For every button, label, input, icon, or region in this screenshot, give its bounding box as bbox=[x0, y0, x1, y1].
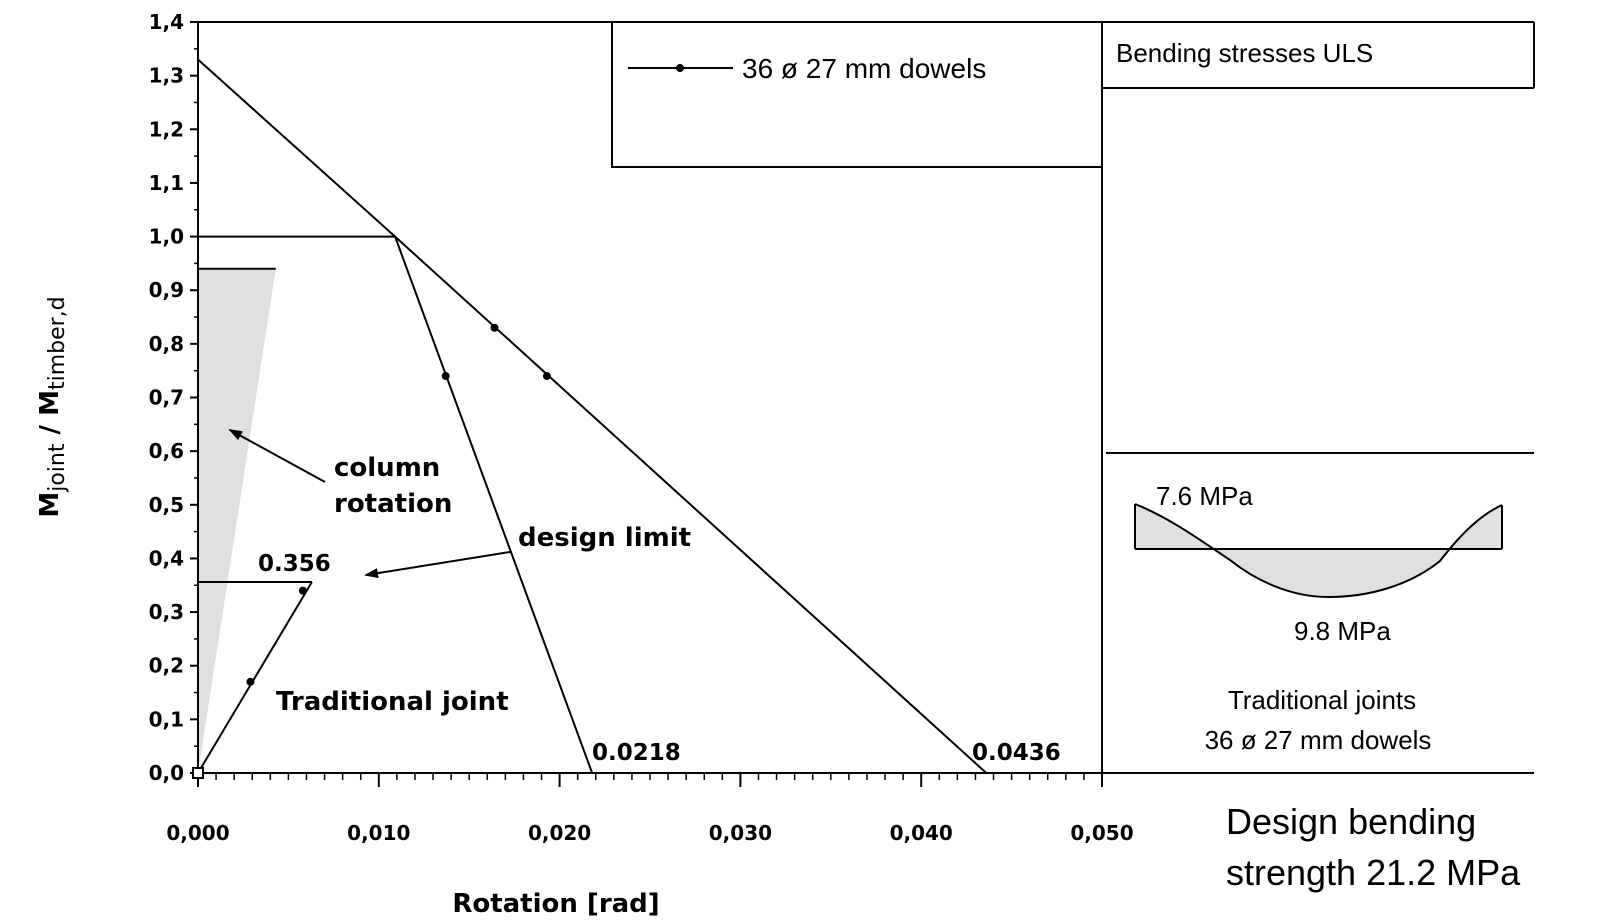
series-line bbox=[394, 236, 594, 774]
side-panel-caption-2: 36 ø 27 mm dowels bbox=[1205, 725, 1432, 755]
note-line-1: Design bending bbox=[1226, 801, 1476, 842]
y-tick-label: 1,0 bbox=[149, 225, 184, 249]
y-tick-label: 0,7 bbox=[149, 386, 184, 410]
y-tick-label: 1,2 bbox=[149, 117, 184, 141]
series-lines bbox=[192, 58, 987, 779]
legend-marker bbox=[676, 64, 684, 72]
x-tick-label: 0,010 bbox=[347, 821, 410, 845]
y-axis-title-sub2: timber,d bbox=[45, 296, 70, 390]
reference-lines bbox=[198, 235, 396, 584]
y-axis-title: Mjoint / Mtimber,d bbox=[35, 296, 70, 517]
legend-label: 36 ø 27 mm dowels bbox=[742, 53, 986, 84]
stress-bottom-label: 9.8 MPa bbox=[1294, 616, 1391, 646]
annotation-design-limit: design limit bbox=[518, 523, 691, 553]
y-tick-label: 0,5 bbox=[149, 493, 184, 517]
side-panel-caption-1: Traditional joints bbox=[1228, 685, 1416, 715]
y-tick-label: 1,3 bbox=[149, 64, 184, 88]
x-tick-label: 0,030 bbox=[709, 821, 772, 845]
series-marker bbox=[490, 323, 499, 332]
series-marker bbox=[542, 372, 551, 381]
side-panel-title: Bending stresses ULS bbox=[1116, 38, 1373, 68]
series-marker bbox=[298, 586, 307, 595]
arrow-design-limit bbox=[364, 551, 511, 579]
x-tick-label: 0,020 bbox=[528, 821, 591, 845]
annotation-00436: 0.0436 bbox=[972, 740, 1061, 766]
y-tick-label: 0,0 bbox=[149, 761, 184, 785]
arrow-column-rotation bbox=[228, 429, 326, 483]
x-axis-ticks: 0,000 0,010 0,020 0,030 0,040 0,050 bbox=[166, 773, 1134, 845]
y-axis-ticks: 0,0 0,1 0,2 0,3 0,4 0,5 0,6 0,7 0,8 0,9 1,0 1,1 1,2 1… bbox=[149, 10, 198, 785]
y-axis-title-mid: / M bbox=[35, 390, 65, 443]
y-tick-label: 0,6 bbox=[149, 439, 184, 463]
note-line-2: strength 21.2 MPa bbox=[1226, 852, 1521, 893]
y-tick-label: 0,2 bbox=[149, 654, 184, 678]
y-tick-label: 0,9 bbox=[149, 278, 184, 302]
series-marker bbox=[441, 372, 450, 381]
stress-diagram-fill bbox=[1135, 504, 1502, 597]
annotation-column: column bbox=[334, 453, 440, 483]
y-tick-label: 1,1 bbox=[149, 171, 184, 195]
stress-diagram-curve bbox=[1134, 503, 1503, 599]
y-tick-label: 0,4 bbox=[149, 546, 184, 570]
annotation-traditional-joint: Traditional joint bbox=[276, 687, 509, 717]
legend-box bbox=[611, 21, 1103, 168]
annotation-00218: 0.0218 bbox=[592, 740, 681, 766]
annotation-0356: 0.356 bbox=[258, 551, 331, 577]
y-tick-label: 0,1 bbox=[149, 707, 184, 731]
y-axis-title-m1: M bbox=[35, 492, 65, 518]
x-tick-label: 0,040 bbox=[890, 821, 953, 845]
series-marker bbox=[246, 677, 255, 686]
origin-marker bbox=[192, 767, 204, 779]
stress-top-label: 7.6 MPa bbox=[1156, 481, 1253, 511]
y-tick-label: 0,8 bbox=[149, 332, 184, 356]
annotation-rotation: rotation bbox=[334, 489, 452, 519]
y-tick-label: 0,3 bbox=[149, 600, 184, 624]
column-rotation-shaded-area bbox=[198, 268, 276, 773]
x-tick-label: 0,050 bbox=[1070, 821, 1133, 845]
y-axis-title-sub1: joint bbox=[45, 443, 70, 493]
x-axis-title: Rotation [rad] bbox=[452, 889, 659, 919]
side-panel: Bending stresses ULS 7.6 MPa 9.8 MPa Tra… bbox=[1102, 21, 1535, 774]
y-tick-label: 1,4 bbox=[149, 10, 184, 34]
series-line bbox=[197, 581, 313, 774]
x-tick-label: 0,000 bbox=[166, 821, 229, 845]
